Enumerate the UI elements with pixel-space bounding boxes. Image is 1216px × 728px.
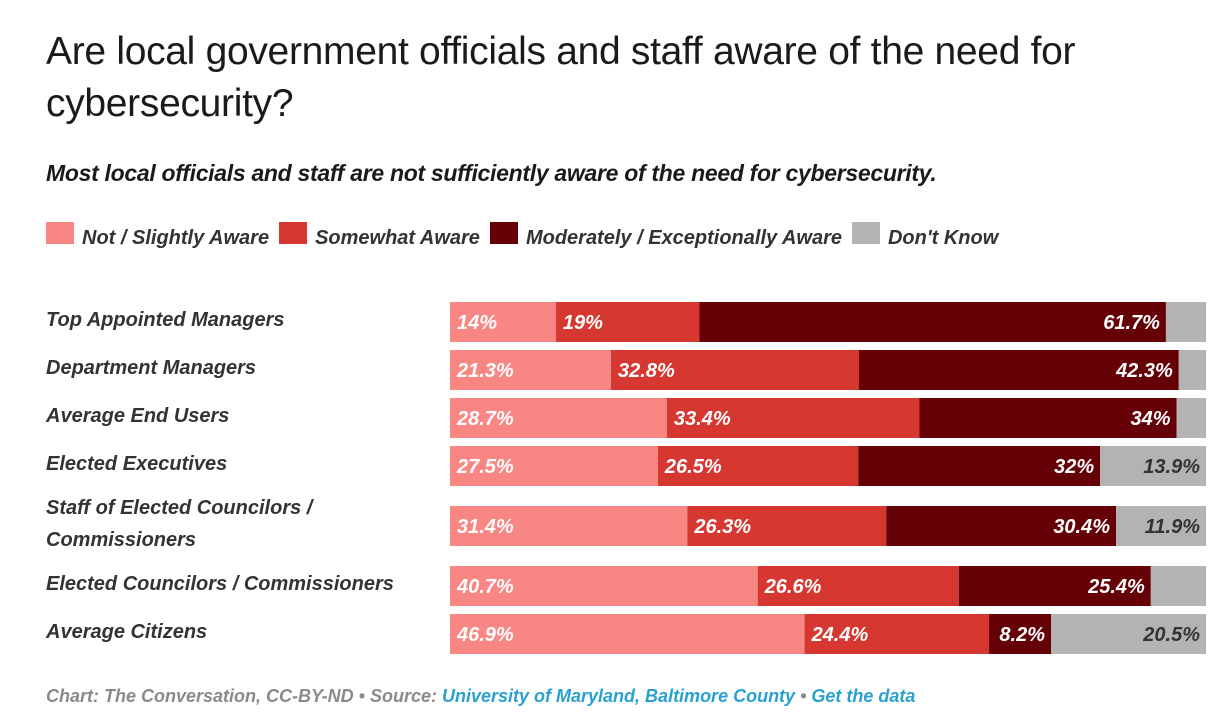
data-label: 30.4% [1053,516,1110,538]
bar-segment [450,506,688,546]
legend-label: Not / Slightly Aware [82,227,270,249]
bar-segment [858,350,1179,390]
bar-segment [450,350,612,390]
get-the-data-link[interactable]: Get the data [811,686,916,706]
bar-segment [989,614,1052,654]
data-label: 8.2% [999,624,1045,646]
legend-swatch [851,222,880,244]
data-label: 26.6% [764,576,822,598]
legend-item-dont-know: Don't Know [851,222,998,248]
data-label: 31.4% [457,516,514,538]
bar-segment [804,614,990,654]
category-label: Staff of Elected Councilors / Commissione… [46,492,312,556]
legend-swatch [46,222,74,244]
bar-segment [666,398,920,438]
bar-row: 21.3% 32.8% 42.3% [450,350,1206,390]
legend-item-moderately-exceptionally-aware: Moderately / Exceptionally Aware [489,222,842,248]
bar-row: 40.7% 26.6% 25.4% [450,566,1206,606]
data-label: 61.7% [1103,312,1160,334]
data-label: 46.9% [456,624,514,646]
bar-segment [958,566,1151,606]
bar-segment [1178,350,1206,390]
bar-segment [919,398,1177,438]
bar-segment [1165,302,1206,342]
category-label-line: Top Appointed Managers [46,309,285,331]
category-label: Department Managers [46,352,256,384]
bar-row: 31.4% 26.3% 30.4% 11.9% [450,506,1206,546]
bar-segment [450,566,758,606]
bar-segment [657,446,859,486]
data-label: 20.5% [1142,624,1200,646]
bar-segment [555,302,700,342]
bar-segment [1150,566,1206,606]
category-label: Average Citizens [46,616,207,648]
data-label: 34% [1130,408,1170,430]
bar-row: 46.9% 24.4% 8.2% 20.5% [450,614,1206,654]
data-label: 13.9% [1143,456,1200,478]
legend-label: Somewhat Aware [315,227,480,249]
bar-segment [450,614,805,654]
legend-label: Moderately / Exceptionally Aware [525,227,842,249]
legend-item-somewhat-aware: Somewhat Aware [279,222,480,248]
data-label: 19% [563,312,603,334]
data-label: 24.4% [811,624,869,646]
data-label: 11.9% [1145,516,1200,538]
legend: Not / Slightly Aware Somewhat Aware Mode… [46,222,1008,248]
legend-swatch [489,222,518,244]
chart-footer: Chart: The Conversation, CC-BY-ND • Sour… [46,686,915,707]
bar-segment [450,398,667,438]
data-label: 32.8% [618,360,675,382]
legend-label: Don't Know [887,227,999,249]
data-label: 26.5% [664,456,722,478]
bar-segment [886,506,1117,546]
bar-segment [450,446,658,486]
category-label-line: Commissioners [46,529,197,551]
data-label: 32% [1054,456,1094,478]
bar-segment [611,350,859,390]
category-label-line: Staff of Elected Councilors / [46,497,313,519]
source-link[interactable]: University of Maryland, Baltimore County [442,686,796,706]
category-label: Elected Councilors / Commissioners [46,568,394,600]
data-label: 28.7% [456,408,514,430]
data-label: 27.5% [456,456,514,478]
category-label-line: Elected Councilors / Commissioners [46,573,394,595]
category-label: Top Appointed Managers [46,304,285,336]
bar-row: 28.7% 33.4% 34% [450,398,1206,438]
bar-segment [858,446,1101,486]
category-label-line: Department Managers [46,357,257,379]
chart-title: Are local government officials and staff… [46,30,1076,125]
bar-row: 27.5% 26.5% 32% 13.9% [450,446,1206,486]
data-label: 26.3% [693,516,751,538]
data-label: 40.7% [456,576,514,598]
bar-segment [1100,446,1206,486]
bar-row: 14% 19% 61.7% [450,302,1206,342]
bar-segment [699,302,1166,342]
category-label-line: Average Citizens [46,621,208,643]
category-label-line: Elected Executives [46,453,228,475]
bar-segment [1176,398,1206,438]
bar-segment [1051,614,1206,654]
category-label-line: Average End Users [46,405,230,427]
legend-swatch [279,222,308,244]
bar-segment [757,566,959,606]
category-label: Elected Executives [46,448,227,480]
chart-subtitle: Most local officials and staff are not s… [46,160,937,186]
footer-credit: Chart: The Conversation, CC-BY-ND • Sour… [46,686,442,706]
footer-separator: • [795,686,812,706]
data-label: 33.4% [674,408,731,430]
bar-segment [1116,506,1206,546]
category-label: Average End Users [46,400,229,432]
bar-segment [687,506,887,546]
data-label: 25.4% [1087,576,1145,598]
data-label: 21.3% [456,360,514,382]
legend-item-not-slightly-aware: Not / Slightly Aware [46,222,269,248]
bar-segment [450,302,556,342]
data-label: 14% [457,312,497,334]
data-label: 42.3% [1115,360,1173,382]
